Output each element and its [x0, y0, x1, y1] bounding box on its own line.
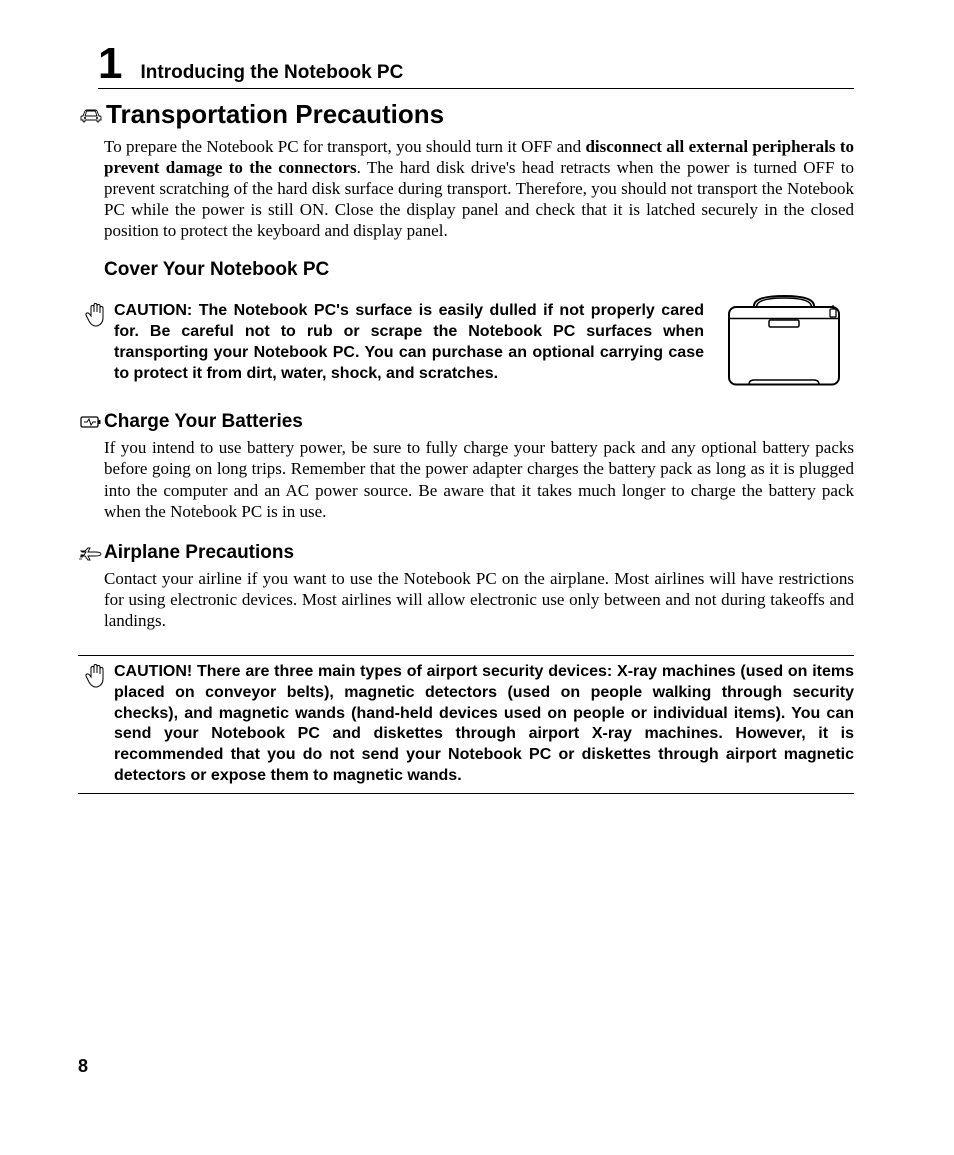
charge-body: If you intend to use battery power, be s… — [104, 437, 854, 521]
charge-heading: Charge Your Batteries — [104, 411, 303, 433]
battery-icon — [78, 415, 104, 429]
chapter-number: 1 — [98, 42, 122, 86]
car-icon — [78, 107, 104, 123]
airplane-heading-row: Airplane Precautions — [78, 542, 854, 564]
section-title: Transportation Precautions — [106, 99, 444, 130]
airplane-body: Contact your airline if you want to use … — [104, 568, 854, 631]
chapter-header: 1 Introducing the Notebook PC — [98, 42, 854, 89]
bag-illustration — [704, 291, 854, 391]
intro-part1: To prepare the Notebook PC for transport… — [104, 137, 585, 156]
airport-caution-block: CAUTION! There are three main types of a… — [78, 655, 854, 794]
airplane-heading: Airplane Precautions — [104, 542, 294, 564]
section-heading-row: Transportation Precautions — [78, 99, 854, 130]
charge-heading-row: Charge Your Batteries — [78, 411, 854, 433]
cover-caution-row: CAUTION: The Notebook PC's surface is ea… — [78, 291, 854, 391]
hand-icon — [78, 301, 114, 329]
page-number: 8 — [78, 1056, 88, 1077]
airplane-icon — [78, 545, 104, 561]
manual-page: 1 Introducing the Notebook PC Transporta… — [0, 0, 954, 1155]
cover-caution-text: CAUTION: The Notebook PC's surface is ea… — [114, 301, 704, 390]
hand-icon — [78, 662, 114, 690]
cover-heading: Cover Your Notebook PC — [104, 259, 854, 281]
airport-caution-text: CAUTION! There are three main types of a… — [114, 662, 854, 793]
intro-paragraph: To prepare the Notebook PC for transport… — [104, 136, 854, 241]
chapter-title: Introducing the Notebook PC — [140, 62, 403, 84]
